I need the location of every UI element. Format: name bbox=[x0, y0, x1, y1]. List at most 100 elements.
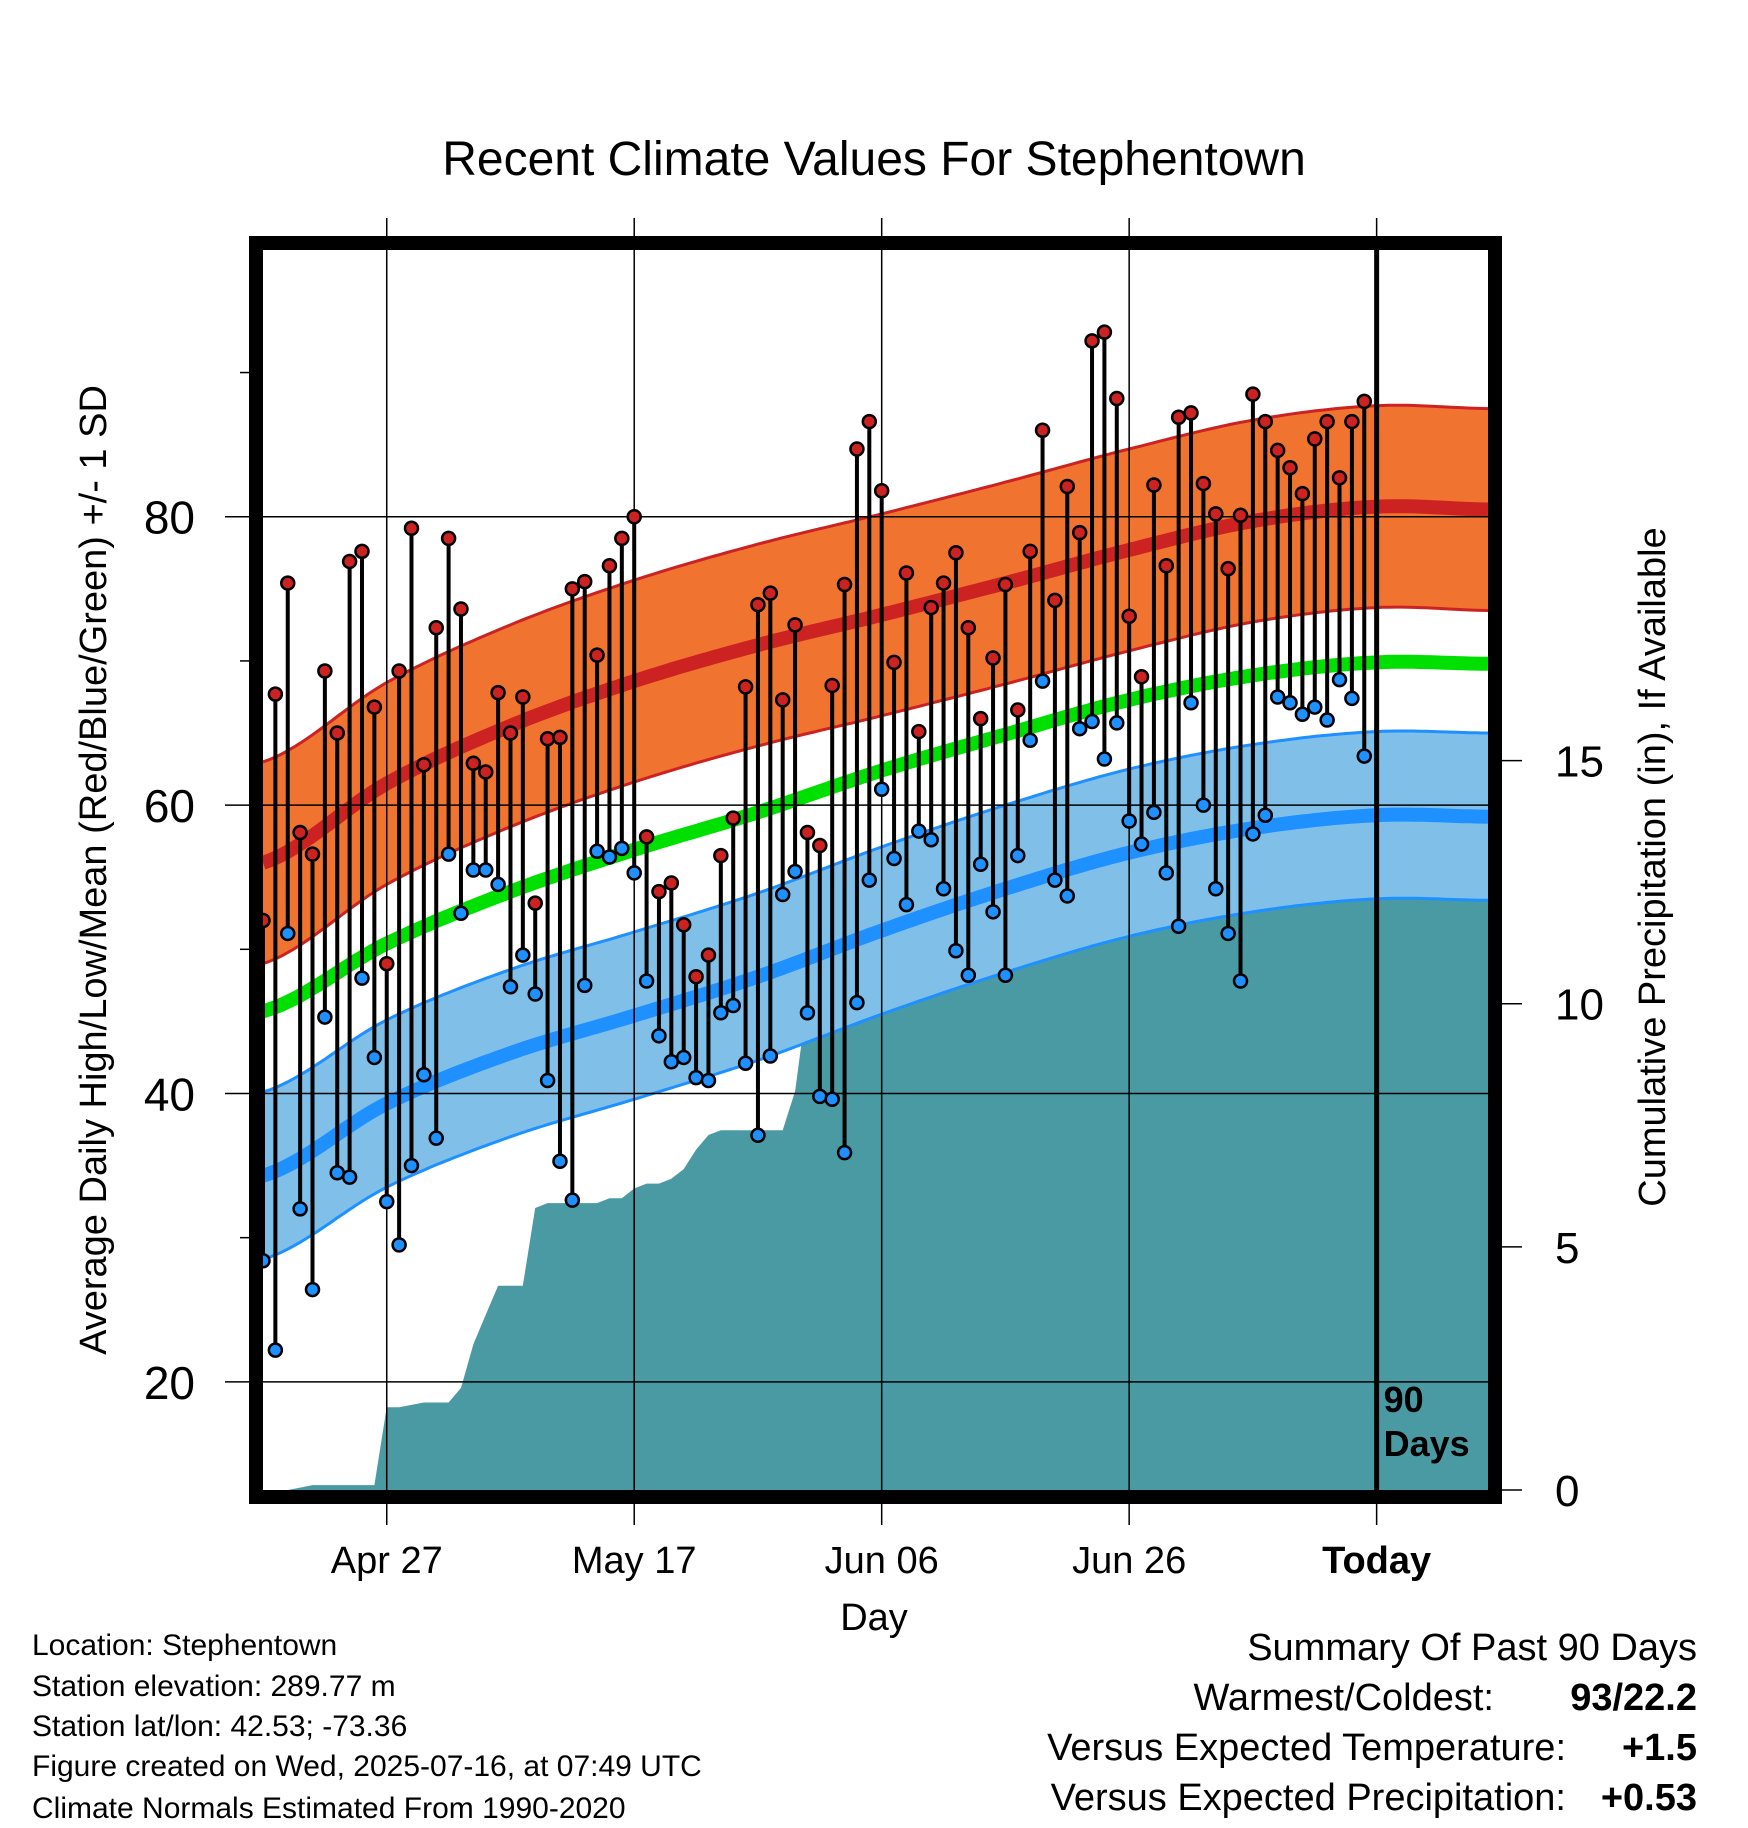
daily-high-point bbox=[836, 576, 853, 593]
x-tick-label: Today bbox=[1322, 1540, 1431, 1582]
normals-text: Climate Normals Estimated From 1990-2020 bbox=[32, 1792, 626, 1825]
high-band-lower-edge bbox=[263, 605, 1488, 966]
y-tick-label: 60 bbox=[144, 780, 195, 832]
daily-low-point bbox=[886, 850, 902, 867]
daily-high-point bbox=[1158, 558, 1175, 574]
daily-high-point bbox=[576, 573, 593, 590]
daily-low-point bbox=[564, 1192, 581, 1208]
daily-high-point bbox=[263, 912, 271, 929]
daily-low-point bbox=[304, 1281, 321, 1298]
daily-low-point bbox=[1047, 872, 1063, 888]
y2-tick-label: 15 bbox=[1555, 738, 1604, 787]
daily-high-point bbox=[477, 764, 494, 780]
chart-title: Recent Climate Values For Stephentown bbox=[442, 133, 1306, 186]
daily-high-point bbox=[539, 731, 556, 747]
daily-low-point bbox=[1034, 673, 1051, 689]
daily-high-point bbox=[1195, 475, 1212, 492]
daily-high-point bbox=[1282, 459, 1298, 476]
daily-low-point bbox=[403, 1157, 420, 1174]
y2-tick-label: 10 bbox=[1555, 981, 1604, 1030]
daily-low-point bbox=[416, 1066, 432, 1083]
daily-low-point bbox=[651, 1028, 667, 1044]
daily-high-point bbox=[267, 686, 284, 702]
daily-low-point bbox=[713, 1004, 729, 1021]
daily-high-point bbox=[416, 756, 432, 773]
daily-low-point bbox=[836, 1144, 853, 1161]
daily-high-point bbox=[1010, 702, 1026, 718]
daily-low-point bbox=[614, 840, 630, 857]
daily-low-point bbox=[1183, 694, 1199, 711]
daily-high-point bbox=[886, 654, 902, 671]
daily-low-point bbox=[552, 1153, 568, 1170]
precipitation-area bbox=[263, 853, 1488, 1490]
daily-high-point bbox=[700, 947, 717, 963]
daily-low-point bbox=[527, 986, 543, 1002]
daily-low-point bbox=[1158, 865, 1175, 881]
daily-high-point bbox=[935, 575, 952, 591]
daily-low-point bbox=[1133, 836, 1150, 852]
daily-low-point bbox=[799, 1004, 816, 1021]
high-band-upper-edge bbox=[263, 403, 1488, 764]
daily-high-point bbox=[1245, 386, 1261, 402]
daily-high-point bbox=[1047, 592, 1063, 609]
daily-high-point bbox=[1269, 442, 1286, 459]
daily-high-point bbox=[898, 565, 915, 581]
daily-high-point bbox=[985, 650, 1001, 666]
low-band-upper-edge bbox=[263, 729, 1488, 1094]
daily-low-point bbox=[440, 846, 457, 862]
x-tick-label: Apr 27 bbox=[331, 1540, 443, 1582]
latlon-text: Station lat/lon: 42.53; -73.36 bbox=[32, 1710, 407, 1743]
daily-high-point bbox=[1096, 324, 1113, 340]
daily-low-point bbox=[948, 942, 964, 959]
station-info: Location: Stephentown Station elevation:… bbox=[32, 1629, 702, 1825]
daily-high-point bbox=[490, 684, 506, 701]
daily-high-point bbox=[378, 955, 395, 972]
daily-high-point bbox=[1183, 405, 1199, 421]
daily-low-point bbox=[354, 970, 370, 986]
daily-low-point bbox=[675, 1049, 692, 1066]
daily-low-point bbox=[317, 1009, 333, 1025]
axes: 20 40 60 80 Apr 27 May 17 Jun 06 Jun 26 Today 0 5 1… bbox=[144, 218, 1604, 1582]
y2-tick-label: 5 bbox=[1555, 1224, 1579, 1273]
daily-low-point bbox=[502, 979, 519, 995]
daily-low-point bbox=[589, 843, 605, 860]
summary-title: Summary Of Past 90 Days bbox=[1247, 1627, 1697, 1669]
daily-low-point bbox=[1344, 690, 1360, 707]
daily-low-point bbox=[997, 967, 1014, 984]
daily-high-point bbox=[601, 558, 618, 574]
y-tick-label: 20 bbox=[144, 1357, 195, 1409]
daily-high-point bbox=[1208, 506, 1224, 522]
daily-high-point bbox=[465, 755, 482, 772]
daily-low-point bbox=[1257, 807, 1274, 823]
y2-tick-label: 0 bbox=[1555, 1467, 1579, 1516]
daily-high-point bbox=[873, 483, 890, 499]
daily-high-point bbox=[638, 829, 655, 845]
daily-high-point bbox=[750, 596, 766, 613]
daily-low-point bbox=[737, 1055, 754, 1071]
daily-high-point bbox=[614, 530, 630, 547]
daily-high-point bbox=[366, 699, 383, 715]
precip-departure-value: +0.53 bbox=[1601, 1777, 1697, 1819]
daily-low-point bbox=[787, 863, 803, 880]
daily-high-point bbox=[552, 729, 568, 746]
plot-area bbox=[263, 250, 1488, 1490]
x-axis-label: Day bbox=[840, 1597, 908, 1639]
daily-low-point bbox=[700, 1072, 717, 1089]
daily-low-point bbox=[1319, 712, 1335, 728]
daily-high-point bbox=[341, 553, 358, 570]
daily-low-point bbox=[1282, 694, 1298, 711]
daily-low-point bbox=[774, 886, 791, 903]
daily-high-point bbox=[1294, 485, 1311, 502]
daily-low-point bbox=[1059, 888, 1076, 904]
daily-low-point bbox=[1010, 847, 1026, 864]
daily-high-point bbox=[1319, 413, 1335, 430]
daily-high-point bbox=[1220, 560, 1236, 577]
daily-low-point bbox=[898, 896, 915, 913]
elevation-text: Station elevation: 289.77 m bbox=[32, 1670, 396, 1703]
plot-frame bbox=[249, 236, 1502, 1504]
daily-high-point bbox=[354, 543, 370, 560]
daily-high-point bbox=[824, 677, 840, 694]
daily-low-point bbox=[378, 1193, 395, 1210]
daily-high-point bbox=[812, 837, 828, 854]
